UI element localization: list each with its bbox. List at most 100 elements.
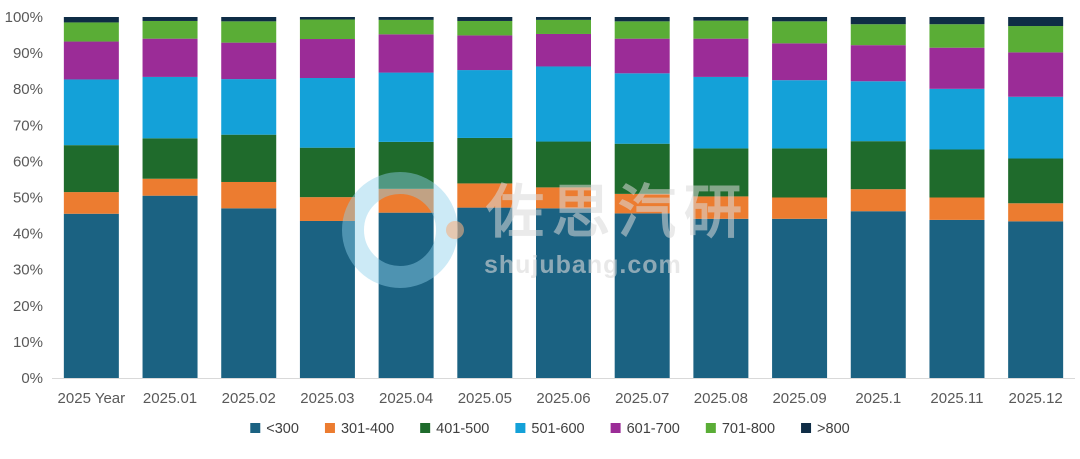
bar-segment (63, 79, 119, 146)
bar-segment (850, 81, 906, 142)
bar-group (850, 17, 906, 378)
bar-segment (929, 17, 985, 25)
bar-segment (299, 39, 355, 79)
bar-segment (299, 78, 355, 148)
bar-segment (63, 22, 119, 42)
bar-group (772, 17, 828, 378)
x-tick-label: 2025 Year (58, 390, 126, 407)
bar-segment (221, 134, 277, 182)
bar-segment (929, 219, 985, 378)
bar-segment (536, 208, 591, 378)
legend-label: <300 (266, 421, 299, 437)
bar-group (299, 17, 355, 378)
bar-segment (536, 19, 591, 34)
bar-segment (772, 148, 828, 198)
legend-item: 501-600 (515, 421, 585, 437)
bar-segment (1008, 158, 1064, 204)
bar-segment (614, 143, 670, 194)
bar-segment (63, 17, 119, 23)
bar-segment (850, 45, 906, 82)
bar-segment (772, 80, 828, 149)
bar-segment (142, 20, 198, 39)
y-tick-label: 20% (13, 298, 43, 315)
y-tick-label: 40% (13, 226, 43, 243)
bar-segment (850, 211, 906, 378)
bar-segment (693, 20, 749, 39)
bar-segment (378, 72, 434, 142)
bar-segment (221, 79, 277, 135)
bar-segment (142, 17, 198, 21)
legend-swatch (250, 423, 261, 433)
x-tick-label: 2025.03 (300, 390, 354, 407)
bar-segment (850, 17, 906, 25)
legend-label: 701-800 (722, 421, 775, 437)
y-tick-label: 90% (13, 45, 43, 62)
bar-segment (63, 145, 119, 193)
y-tick-label: 30% (13, 262, 43, 279)
legend-swatch (705, 423, 716, 433)
y-tick-label: 10% (13, 334, 43, 351)
bar-segment (221, 208, 277, 378)
bars-layer (63, 17, 1064, 378)
y-tick-label: 70% (13, 117, 43, 134)
bar-segment (378, 141, 434, 189)
bar-segment (614, 21, 670, 39)
bar-segment (1008, 221, 1064, 378)
bar-segment (772, 218, 828, 378)
bar-segment (299, 19, 355, 40)
legend-swatch (324, 423, 335, 433)
bar-segment (536, 33, 591, 67)
legend-label: 401-500 (436, 421, 489, 437)
bar-segment (457, 35, 513, 71)
bar-segment (221, 21, 277, 43)
bar-segment (614, 193, 670, 214)
bar-segment (614, 17, 670, 22)
bar-segment (457, 17, 513, 21)
bar-segment (378, 212, 434, 378)
bar-group (1008, 17, 1064, 378)
bar-segment (142, 138, 198, 179)
legend-swatch (610, 423, 621, 433)
x-tick-label: 2025.07 (615, 390, 669, 407)
bar-segment (929, 149, 985, 198)
y-tick-label: 80% (13, 81, 43, 98)
legend-item: 301-400 (324, 421, 394, 437)
bar-segment (457, 137, 513, 184)
bar-segment (693, 148, 749, 197)
bar-segment (142, 195, 198, 378)
legend-label: >800 (817, 421, 850, 437)
bar-group (929, 17, 985, 378)
bar-group (221, 17, 277, 378)
bar-segment (457, 207, 513, 378)
bar-segment (850, 24, 906, 46)
bar-group (63, 17, 119, 378)
legend-item: 601-700 (610, 421, 680, 437)
bar-segment (63, 192, 119, 214)
bar-segment (536, 187, 591, 209)
bar-segment (1008, 26, 1064, 53)
bar-segment (378, 34, 434, 73)
bar-segment (142, 76, 198, 139)
bar-segment (299, 197, 355, 221)
bar-group (378, 17, 434, 378)
bar-group (536, 17, 591, 378)
y-axis: 0% 10% 20% 30% 40% 50% 60% 70% 80% 90% 100% (5, 9, 43, 387)
bar-segment (772, 43, 828, 81)
x-tick-label: 2025.01 (143, 390, 197, 407)
legend-item: <300 (250, 421, 299, 437)
legend-label: 601-700 (627, 421, 680, 437)
x-tick-label: 2025.12 (1009, 390, 1063, 407)
bar-segment (693, 17, 749, 21)
bar-segment (1008, 17, 1064, 27)
bar-segment (457, 70, 513, 138)
bar-segment (929, 88, 985, 150)
bar-segment (1008, 203, 1064, 222)
bar-segment (850, 141, 906, 190)
y-tick-label: 50% (13, 190, 43, 207)
legend: <300 301-400 401-500 501-600 601-700 701-800 >… (250, 421, 850, 437)
bar-segment (850, 189, 906, 212)
bar-segment (929, 197, 985, 220)
bar-segment (614, 73, 670, 144)
bar-segment (772, 21, 828, 44)
bar-segment (772, 17, 828, 22)
